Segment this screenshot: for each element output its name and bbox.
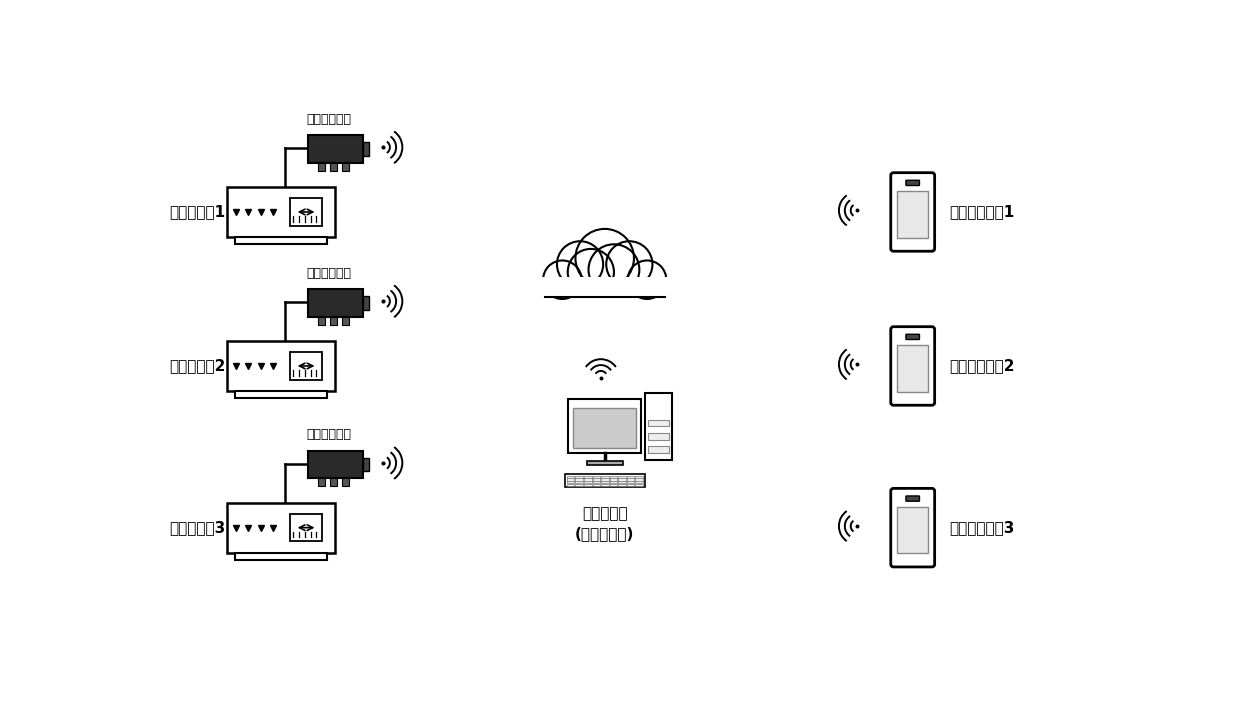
FancyBboxPatch shape [362, 142, 370, 156]
FancyBboxPatch shape [610, 476, 618, 478]
FancyBboxPatch shape [575, 484, 583, 486]
FancyBboxPatch shape [601, 476, 609, 478]
FancyBboxPatch shape [635, 478, 644, 481]
FancyBboxPatch shape [619, 476, 626, 478]
FancyBboxPatch shape [362, 296, 370, 310]
FancyBboxPatch shape [897, 507, 929, 553]
FancyBboxPatch shape [645, 393, 672, 460]
FancyBboxPatch shape [567, 481, 574, 483]
Text: 无线通信模块: 无线通信模块 [306, 428, 352, 441]
FancyBboxPatch shape [649, 433, 668, 440]
Text: 温度标准全1: 温度标准全1 [170, 204, 226, 219]
FancyBboxPatch shape [619, 484, 626, 486]
FancyBboxPatch shape [587, 461, 622, 466]
FancyBboxPatch shape [227, 187, 335, 237]
FancyBboxPatch shape [627, 484, 635, 486]
Text: 移动智能终端3: 移动智能终端3 [950, 521, 1016, 536]
FancyBboxPatch shape [635, 484, 644, 486]
FancyBboxPatch shape [906, 180, 920, 186]
FancyBboxPatch shape [897, 346, 929, 391]
FancyBboxPatch shape [236, 237, 327, 244]
FancyBboxPatch shape [575, 481, 583, 483]
FancyBboxPatch shape [601, 478, 609, 481]
FancyBboxPatch shape [567, 476, 574, 478]
FancyBboxPatch shape [601, 481, 609, 483]
FancyBboxPatch shape [319, 163, 325, 171]
FancyBboxPatch shape [635, 481, 644, 483]
FancyBboxPatch shape [890, 327, 935, 406]
Text: 温度标准全3: 温度标准全3 [170, 521, 226, 536]
FancyBboxPatch shape [308, 451, 362, 478]
FancyBboxPatch shape [610, 481, 618, 483]
FancyBboxPatch shape [890, 173, 935, 251]
FancyBboxPatch shape [584, 478, 591, 481]
FancyBboxPatch shape [635, 476, 644, 478]
FancyBboxPatch shape [227, 341, 335, 391]
FancyBboxPatch shape [619, 481, 626, 483]
FancyBboxPatch shape [593, 476, 600, 478]
FancyBboxPatch shape [593, 481, 600, 483]
Circle shape [575, 229, 634, 288]
FancyBboxPatch shape [593, 478, 600, 481]
FancyBboxPatch shape [567, 478, 574, 481]
FancyBboxPatch shape [649, 420, 668, 426]
FancyBboxPatch shape [362, 458, 370, 471]
FancyBboxPatch shape [308, 135, 362, 163]
FancyBboxPatch shape [610, 484, 618, 486]
FancyBboxPatch shape [627, 478, 635, 481]
Text: 无线通信模块: 无线通信模块 [306, 267, 352, 280]
Text: (包含数据库): (包含数据库) [575, 526, 635, 541]
FancyBboxPatch shape [575, 478, 583, 481]
Text: 温度标准全2: 温度标准全2 [170, 358, 226, 373]
FancyBboxPatch shape [584, 484, 591, 486]
FancyBboxPatch shape [319, 478, 325, 486]
Circle shape [589, 244, 640, 295]
FancyBboxPatch shape [290, 198, 322, 226]
Circle shape [543, 261, 582, 299]
FancyBboxPatch shape [584, 476, 591, 478]
FancyBboxPatch shape [649, 446, 668, 453]
FancyBboxPatch shape [330, 163, 337, 171]
FancyBboxPatch shape [290, 352, 322, 380]
FancyBboxPatch shape [330, 478, 337, 486]
FancyBboxPatch shape [227, 503, 335, 553]
Text: 移动智能终端2: 移动智能终端2 [950, 358, 1016, 373]
FancyBboxPatch shape [573, 408, 636, 448]
FancyBboxPatch shape [897, 191, 929, 238]
FancyBboxPatch shape [627, 476, 635, 478]
FancyBboxPatch shape [619, 478, 626, 481]
FancyBboxPatch shape [575, 476, 583, 478]
FancyBboxPatch shape [342, 163, 348, 171]
FancyBboxPatch shape [906, 334, 920, 340]
FancyBboxPatch shape [319, 317, 325, 324]
Circle shape [557, 241, 603, 288]
Text: 移动智能终端1: 移动智能终端1 [950, 204, 1014, 219]
Circle shape [606, 241, 652, 288]
FancyBboxPatch shape [330, 317, 337, 324]
FancyBboxPatch shape [342, 478, 348, 486]
FancyBboxPatch shape [610, 478, 618, 481]
FancyBboxPatch shape [601, 484, 609, 486]
FancyBboxPatch shape [906, 496, 920, 501]
FancyBboxPatch shape [568, 398, 641, 453]
FancyBboxPatch shape [627, 481, 635, 483]
Text: 无线通信模块: 无线通信模块 [306, 113, 352, 126]
FancyBboxPatch shape [342, 317, 348, 324]
FancyBboxPatch shape [593, 484, 600, 486]
FancyBboxPatch shape [236, 553, 327, 560]
FancyBboxPatch shape [236, 391, 327, 398]
Circle shape [627, 261, 666, 299]
FancyBboxPatch shape [308, 289, 362, 317]
FancyBboxPatch shape [290, 514, 322, 541]
FancyBboxPatch shape [567, 484, 574, 486]
FancyBboxPatch shape [542, 276, 668, 298]
Circle shape [568, 249, 614, 295]
FancyBboxPatch shape [890, 488, 935, 567]
Text: 服务器终端: 服务器终端 [582, 506, 627, 521]
FancyBboxPatch shape [564, 473, 645, 488]
FancyBboxPatch shape [584, 481, 591, 483]
